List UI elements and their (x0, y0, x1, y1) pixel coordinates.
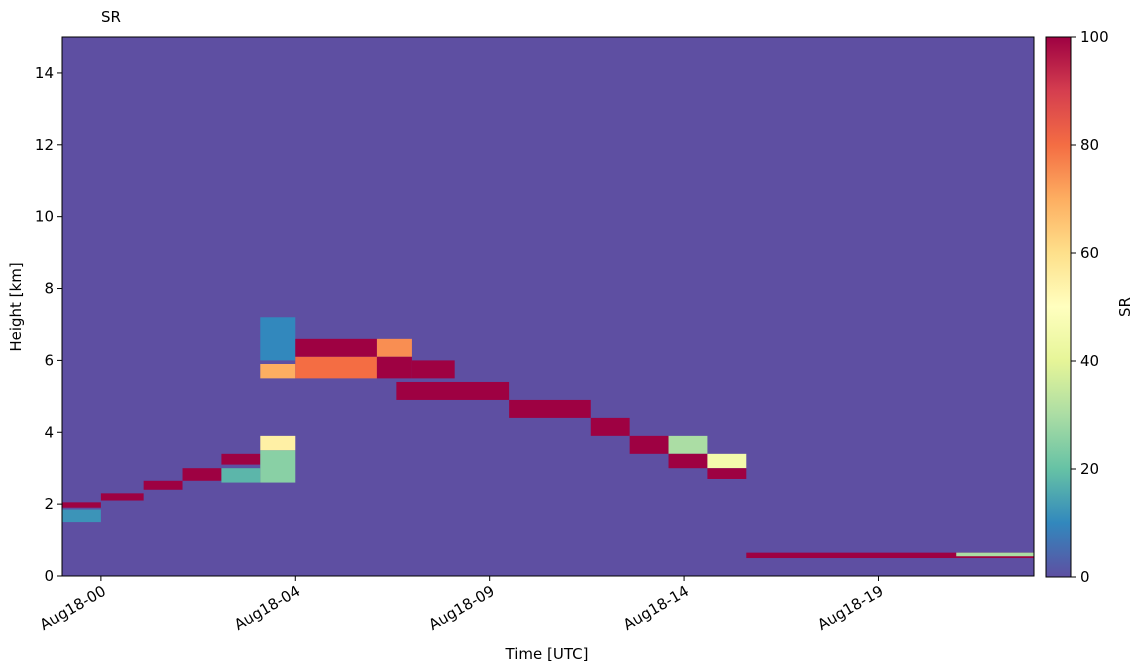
colorbar (1045, 36, 1072, 578)
heatmap-cell (100, 493, 144, 501)
x-tick-label: Aug18-19 (814, 582, 886, 634)
y-tick-label: 6 (44, 351, 54, 369)
heatmap-cells (62, 317, 1034, 559)
x-tick-label: Aug18-04 (231, 582, 303, 634)
y-tick-label: 2 (44, 495, 54, 513)
heatmap-cell (376, 338, 412, 357)
heatmap-cell (260, 435, 296, 451)
x-axis: Aug18-00 Aug18-04 Aug18-09 Aug18-14 Aug18-19 (37, 576, 886, 634)
heatmap-cell (411, 360, 455, 379)
heatmap-cell (509, 399, 591, 418)
y-tick-label: 14 (35, 64, 54, 82)
heatmap-cell (396, 381, 510, 400)
y-tick-label: 12 (35, 136, 54, 154)
heatmap-cell (590, 417, 630, 436)
colorbar-axis: 0 20 40 60 80 100 (1071, 28, 1109, 586)
heatmap-cell (260, 317, 296, 361)
heatmap-cell (629, 435, 669, 454)
colorbar-tick-label: 0 (1080, 568, 1090, 586)
heatmap-cell (143, 480, 183, 490)
x-tick-label: Aug18-00 (37, 582, 109, 634)
colorbar-label: SR (1116, 297, 1134, 317)
heatmap-cell (182, 468, 222, 481)
y-axis: 0 2 4 6 8 10 12 14 (35, 64, 62, 585)
y-tick-label: 10 (35, 208, 54, 226)
heatmap-cell (376, 356, 412, 379)
heatmap-cell (668, 435, 708, 454)
colorbar-tick-label: 100 (1080, 28, 1109, 46)
heatmap-cell (746, 552, 1034, 559)
heatmap-cell (956, 552, 1034, 557)
x-axis-label: Time [UTC] (505, 645, 589, 663)
heatmap-cell (707, 468, 747, 479)
heatmap-cell (260, 450, 296, 483)
colorbar-tick-label: 80 (1080, 136, 1099, 154)
colorbar-tick-label: 20 (1080, 460, 1099, 478)
y-tick-label: 0 (44, 567, 54, 585)
heatmap-cell (221, 468, 261, 483)
heatmap-cell (62, 502, 101, 508)
chart-title: SR (101, 8, 121, 26)
heatmap-cell (62, 509, 101, 523)
x-tick-label: Aug18-09 (426, 582, 498, 634)
heatmap-cell (260, 363, 296, 379)
y-axis-label: Height [km] (7, 262, 25, 351)
heatmap-cell (295, 338, 377, 357)
y-tick-label: 8 (44, 280, 54, 298)
plot-area-background (62, 37, 1034, 576)
plot-frame (61, 36, 1035, 577)
colorbar-tick-label: 60 (1080, 244, 1099, 262)
x-tick-label: Aug18-14 (620, 582, 692, 634)
heatmap-cell (707, 453, 747, 469)
heatmap-cell (221, 453, 261, 465)
colorbar-tick-label: 40 (1080, 352, 1099, 370)
heatmap-cell (295, 356, 377, 379)
y-tick-label: 4 (44, 423, 54, 441)
heatmap-cell (668, 453, 708, 469)
